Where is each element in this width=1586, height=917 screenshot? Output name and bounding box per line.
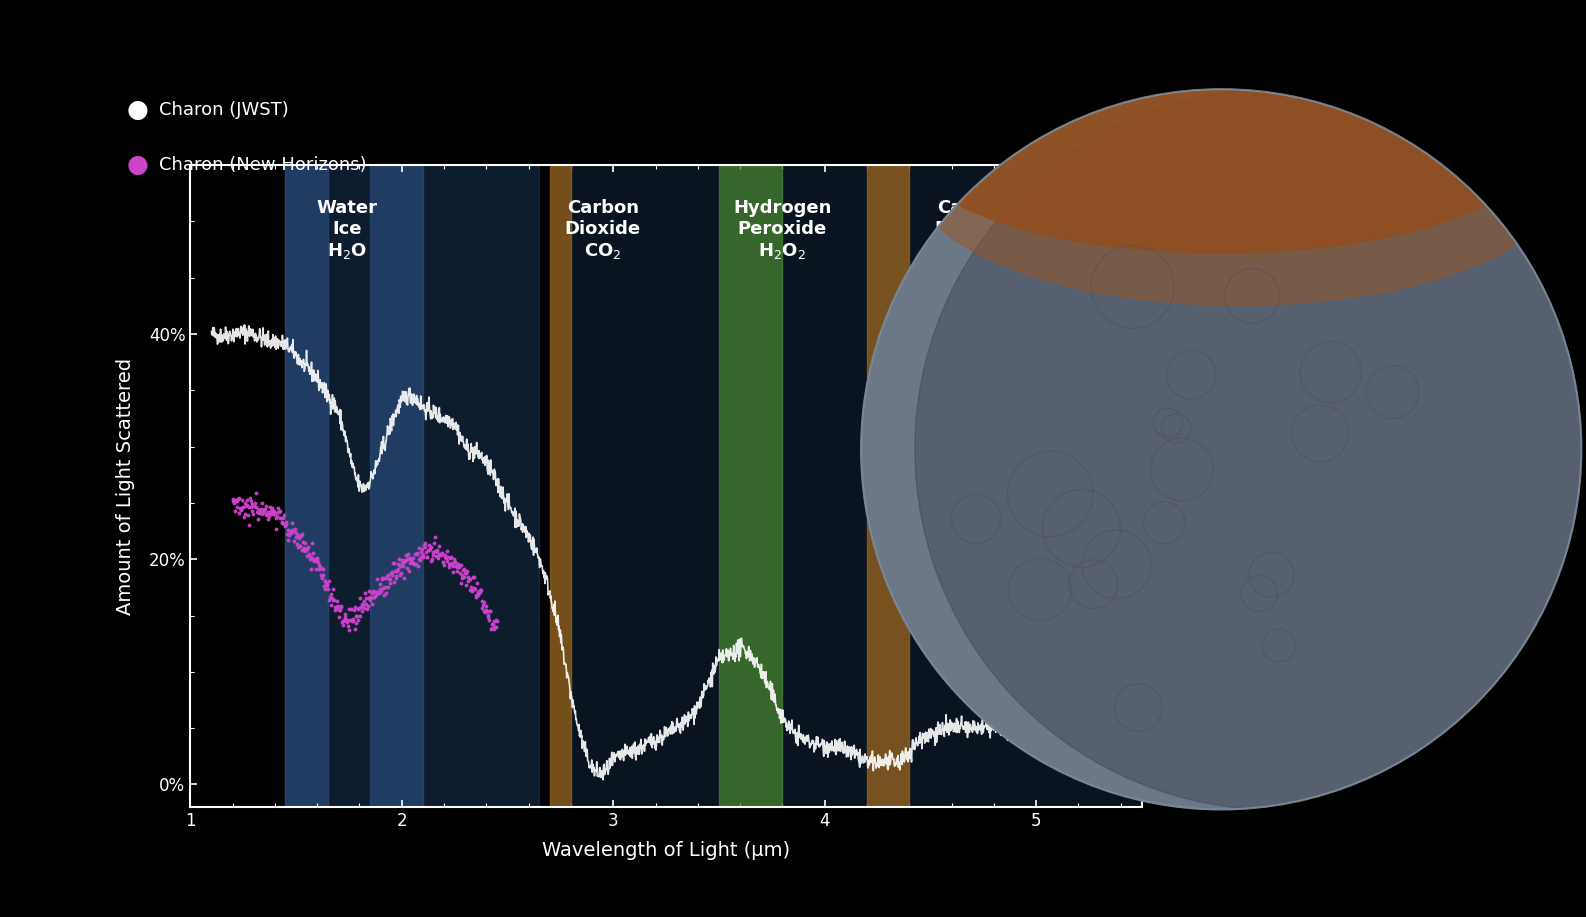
Text: Charon (JWST): Charon (JWST) bbox=[159, 101, 289, 119]
Bar bbox=[868, 165, 909, 807]
Bar bbox=[718, 165, 782, 807]
Text: Water
Ice
H$_2$O: Water Ice H$_2$O bbox=[316, 199, 377, 260]
Text: Hydrogen
Peroxide
H$_2$O$_2$: Hydrogen Peroxide H$_2$O$_2$ bbox=[733, 199, 831, 260]
X-axis label: Wavelength of Light (μm): Wavelength of Light (μm) bbox=[542, 841, 790, 860]
Ellipse shape bbox=[915, 55, 1527, 253]
Bar bbox=[285, 165, 539, 807]
Text: ●: ● bbox=[127, 98, 149, 122]
Bar bbox=[571, 165, 1142, 807]
Circle shape bbox=[915, 89, 1586, 810]
Text: Charon (New Horizons): Charon (New Horizons) bbox=[159, 156, 366, 174]
Text: Carbon
Dioxide
CO$_2$: Carbon Dioxide CO$_2$ bbox=[934, 199, 1010, 260]
Bar bbox=[285, 165, 328, 807]
Y-axis label: Amount of Light Scattered: Amount of Light Scattered bbox=[116, 358, 135, 614]
Circle shape bbox=[861, 89, 1581, 810]
Text: Carbon
Dioxide
CO$_2$: Carbon Dioxide CO$_2$ bbox=[565, 199, 641, 260]
Bar bbox=[550, 165, 571, 807]
Circle shape bbox=[861, 89, 1581, 810]
Ellipse shape bbox=[915, 53, 1564, 305]
Text: ●: ● bbox=[127, 153, 149, 177]
Bar bbox=[370, 165, 423, 807]
